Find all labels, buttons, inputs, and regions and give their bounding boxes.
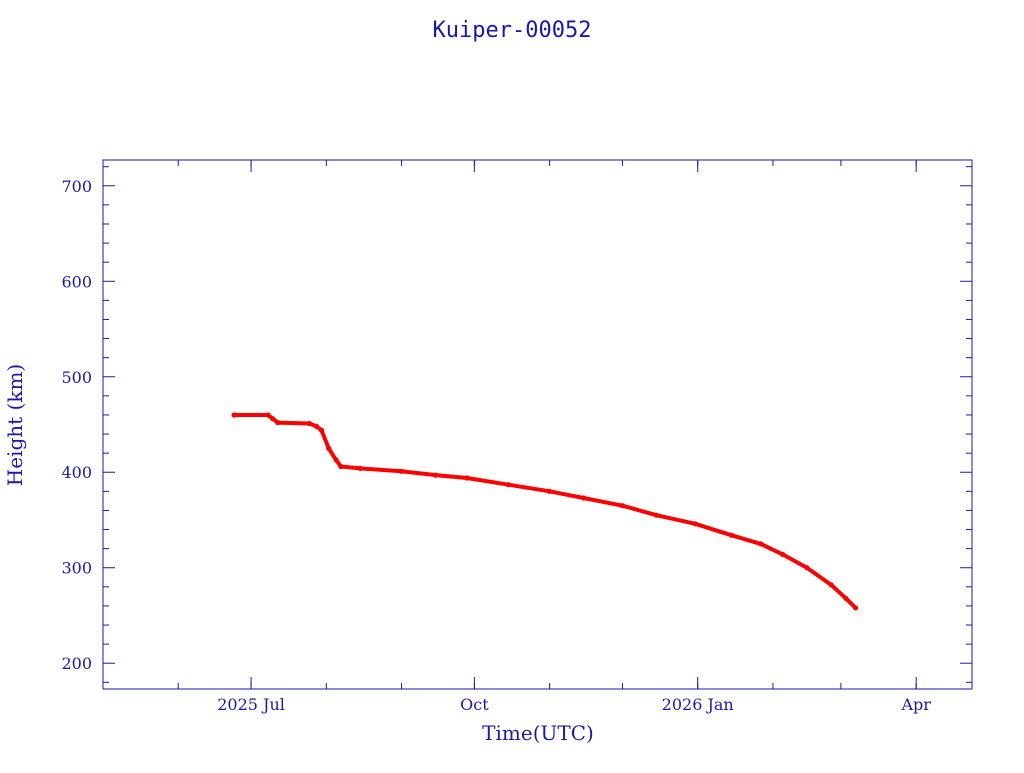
data-point: [326, 445, 332, 451]
data-point: [729, 532, 735, 538]
plot-frame: [102, 159, 973, 690]
data-point: [433, 472, 439, 478]
data-point: [692, 521, 698, 527]
y-tick-label: 400: [61, 463, 92, 482]
y-tick-label: 700: [61, 177, 92, 196]
data-point: [852, 605, 859, 611]
data-point: [758, 541, 764, 547]
data-point: [619, 503, 626, 509]
data-point: [333, 457, 339, 463]
y-tick-label: 300: [61, 559, 92, 578]
x-tick-label: 2025 Jul: [217, 695, 285, 714]
data-point: [843, 595, 849, 601]
data-point: [804, 565, 810, 571]
data-point: [505, 482, 511, 488]
data-point: [581, 495, 587, 501]
y-tick-label: 200: [61, 654, 92, 673]
data-point: [265, 412, 271, 418]
series-line: [232, 413, 858, 610]
data-point: [275, 420, 281, 426]
data-point: [547, 488, 553, 494]
data-point: [780, 551, 786, 558]
data-point: [306, 420, 312, 427]
data-point: [338, 463, 344, 470]
x-tick-label: Oct: [460, 695, 489, 714]
data-point: [464, 475, 470, 481]
x-tick-label: 2026 Jan: [662, 695, 734, 714]
y-tick-label: 500: [61, 368, 92, 387]
data-point: [828, 582, 834, 588]
x-tick-label: Apr: [900, 695, 931, 714]
data-point: [399, 468, 405, 474]
data-point: [270, 416, 276, 422]
chart-title: Kuiper-00052: [433, 18, 592, 43]
y-tick-label: 600: [61, 272, 92, 291]
data-point: [653, 512, 660, 518]
plot-area: 2025 Jul Oct 2026 Jan Apr 200 300 400 500 600 700: [61, 159, 973, 714]
data-point: [314, 423, 320, 429]
data-point: [357, 465, 363, 471]
data-point: [231, 412, 237, 418]
y-axis-label: Height (km): [3, 364, 27, 486]
x-axis-label: Time(UTC): [482, 721, 594, 745]
data-point: [318, 427, 325, 433]
